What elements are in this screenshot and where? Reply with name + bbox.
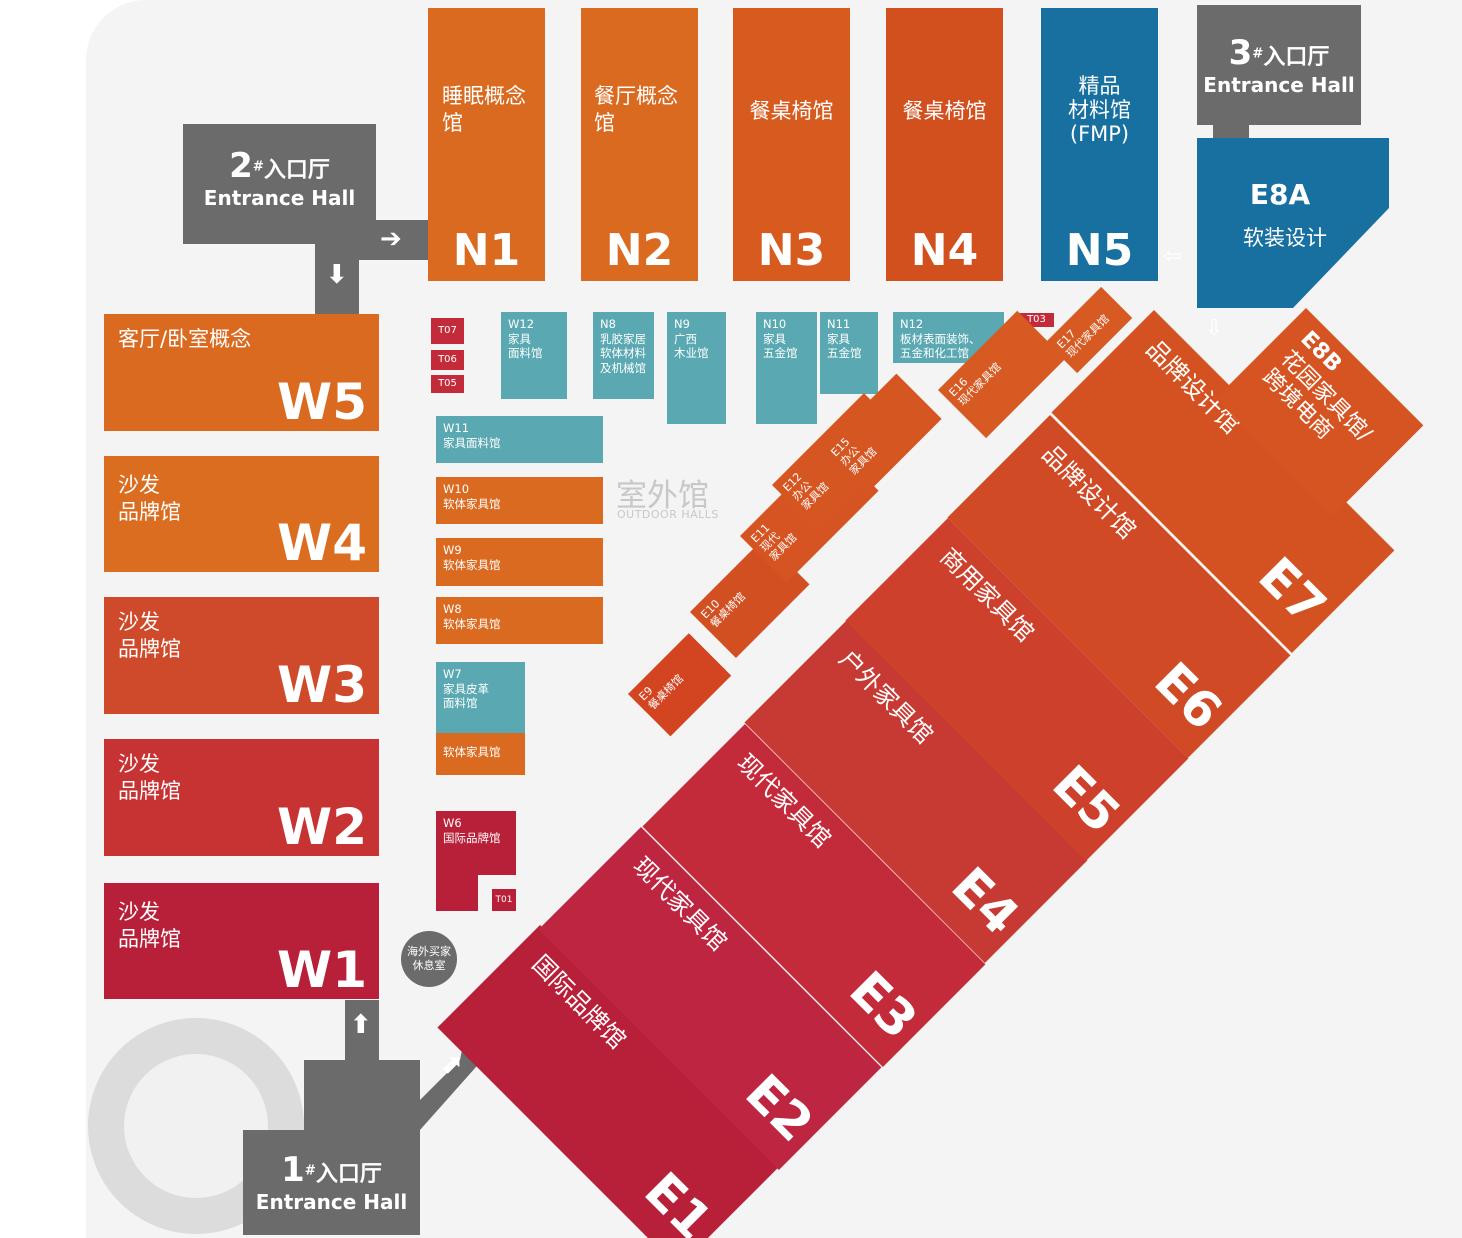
hall-n8[interactable]: N8 乳胶家居 软体材料 及机械馆 [593,312,654,399]
arrow-down-outline-icon: ⇩ [1205,316,1224,341]
hall-n4-code: N4 [910,225,979,276]
hall-n3[interactable]: 餐桌椅馆 N3 [733,8,850,281]
hall-e8a-name: 软装设计 [1243,226,1327,250]
hall-w7-name: W7 家具皮革 面料馆 [443,667,489,710]
hall-w2[interactable]: 沙发 品牌馆 W2 [104,739,379,856]
entrance-2-cn: 入口厅 [263,158,330,183]
arrow-up-right-icon: ⬈ [440,1050,462,1080]
hall-e7-code: E7 [1247,546,1338,636]
hall-n10-name: N10 家具 五金馆 [763,317,798,360]
hall-n5[interactable]: 精品 材料馆 (FMP) N5 [1041,8,1158,281]
tag-t05[interactable]: T05 [431,375,464,393]
hall-n1[interactable]: 睡眠概念 馆 N1 [428,8,545,281]
outdoor-subtitle: OUTDOOR HALLS [617,508,719,521]
hall-e2-code: E2 [734,1063,825,1153]
hall-n5-name: 精品 材料馆 (FMP) [1068,74,1131,146]
hall-w12[interactable]: W12 家具 面料馆 [501,312,567,399]
overseas-buyer-lounge[interactable]: 海外买家 休息室 [401,931,457,987]
hall-n1-name: 睡眠概念 馆 [442,84,526,135]
entrance-2-connector-v [315,243,359,315]
entrance-3-connector [1213,124,1249,140]
hall-n5-code: N5 [1065,225,1134,276]
hall-w3-code: W3 [277,656,367,714]
hall-n3-name: 餐桌椅馆 [749,99,834,123]
hall-w10-name: W10 软体家具馆 [443,482,501,511]
entrance-1-number: 1 [281,1150,305,1190]
hall-n3-code: N3 [757,225,826,276]
arrow-down-icon: ⬇ [326,260,348,290]
entrance-3-number: 3 [1228,33,1253,73]
hall-w8-name: W8 软体家具馆 [443,602,501,631]
entrance-2-number: 2 [229,146,253,186]
tag-t06[interactable]: T06 [431,350,464,370]
lounge-label: 海外买家 休息室 [407,945,451,972]
hall-w2-name: 沙发 品牌馆 [118,752,181,803]
hall-n4-name: 餐桌椅馆 [902,99,987,123]
entrance-1-cn: 入口厅 [315,1162,382,1187]
arrow-right-icon: ➔ [380,224,402,254]
hall-n12-name: N12 板材表面装饰、 五金和化工馆 [900,317,981,360]
hall-w12-name: W12 家具 面料馆 [508,317,543,360]
hall-w4-code: W4 [277,514,367,572]
hall-w3-name: 沙发 品牌馆 [118,610,181,661]
arrow-up-icon: ⬆ [350,1010,372,1040]
hall-w1-name: 沙发 品牌馆 [118,900,181,951]
hall-w7-b[interactable]: 软体家具馆 [436,733,525,775]
tag-t07[interactable]: T07 [431,318,464,344]
hall-w8[interactable]: W8 软体家具馆 [436,597,603,644]
hall-w11[interactable]: W11 家具面料馆 [436,416,603,463]
hall-e5-code: E5 [1041,754,1132,844]
entrance-1-en: Entrance Hall [255,1190,408,1214]
hall-n11-name: N11 家具 五金馆 [827,317,862,360]
hall-w9[interactable]: W9 软体家具馆 [436,538,603,586]
hall-n2-code: N2 [605,225,674,276]
hall-e6-code: E6 [1143,651,1234,741]
entrance-3-sup: # [1252,46,1264,62]
outdoor-title: 室外馆 [616,478,709,514]
entrance-2-sup: # [252,159,264,175]
entrance-2-hall[interactable]: 2#入口厅 Entrance Hall [183,124,376,244]
hall-w6-name: W6 国际品牌馆 [443,816,501,845]
hall-w10[interactable]: W10 软体家具馆 [436,477,603,524]
entrance-2-en: Entrance Hall [203,186,356,210]
hall-w7[interactable]: W7 家具皮革 面料馆 [436,662,525,733]
hall-w11-name: W11 家具面料馆 [443,421,501,450]
hall-w4[interactable]: 沙发 品牌馆 W4 [104,456,379,572]
hall-n2-name: 餐厅概念 馆 [594,84,678,135]
entrance-3-cn: 入口厅 [1263,45,1330,70]
entrance-3-hall[interactable]: 3#入口厅 Entrance Hall [1197,5,1361,125]
hall-e3-code: E3 [838,960,929,1050]
hall-w6[interactable]: W6 国际品牌馆 T01 [436,811,516,911]
entrance-3-en: Entrance Hall [1203,73,1355,97]
hall-n1-code: N1 [452,225,521,276]
entrance-1-sup: # [304,1163,316,1179]
hall-e8a-code: E8A [1249,178,1311,211]
hall-w9-name: W9 软体家具馆 [443,543,501,572]
arrow-left-outline-icon: ⇦ [1163,244,1182,269]
hall-n4[interactable]: 餐桌椅馆 N4 [886,8,1003,281]
hall-n10[interactable]: N10 家具 五金馆 [756,312,817,424]
hall-w5[interactable]: 客厅/卧室概念 W5 [104,314,379,431]
hall-n8-name: N8 乳胶家居 软体材料 及机械馆 [600,317,646,375]
hall-w1[interactable]: 沙发 品牌馆 W1 [104,883,379,999]
hall-w7b-name: 软体家具馆 [443,745,501,759]
hall-w1-code: W1 [277,941,367,999]
hall-w2-code: W2 [277,798,367,856]
hall-e4-code: E4 [940,856,1031,946]
tag-t01[interactable]: T01 [492,889,516,911]
hall-n9-name: N9 广西 木业馆 [674,317,709,360]
hall-w5-code: W5 [277,373,367,431]
hall-n9[interactable]: N9 广西 木业馆 [667,312,726,424]
hall-n2[interactable]: 餐厅概念 馆 N2 [581,8,698,281]
hall-w5-name: 客厅/卧室概念 [118,327,252,351]
hall-w4-name: 沙发 品牌馆 [118,473,181,524]
entrance-1-hall[interactable]: 1#入口厅 Entrance Hall [243,1150,420,1214]
hall-w3[interactable]: 沙发 品牌馆 W3 [104,597,379,714]
hall-n11[interactable]: N11 家具 五金馆 [820,312,878,394]
hall-e1-code: E1 [633,1161,724,1238]
